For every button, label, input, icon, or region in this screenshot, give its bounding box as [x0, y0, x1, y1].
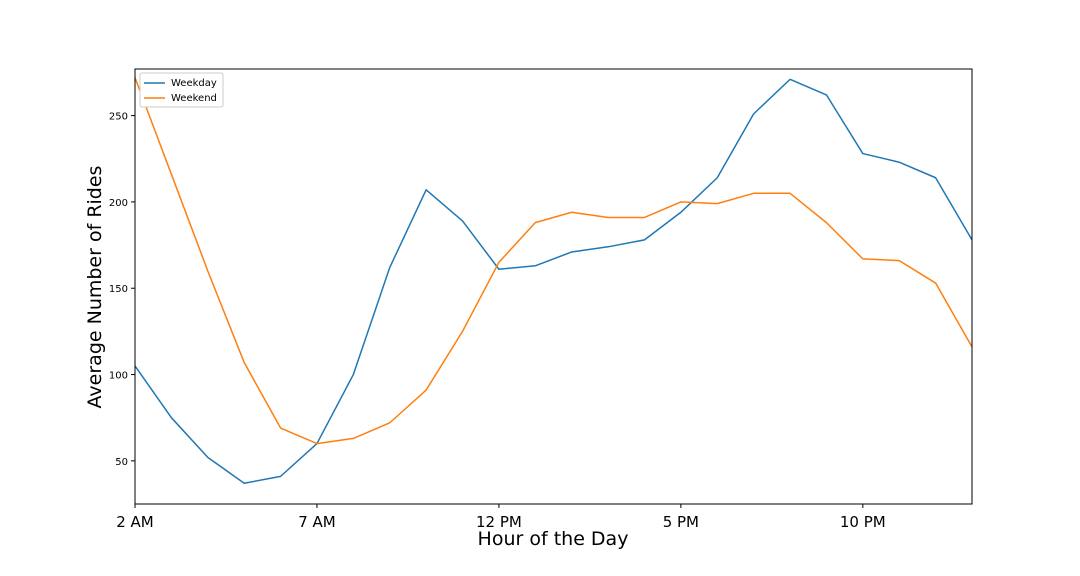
legend-label-weekend: Weekend	[171, 93, 217, 104]
axes-layer: 50 100 150 200 250 2 AM 7 AM 12 PM 5 PM 10 PM	[109, 112, 886, 531]
x-tick-label: 5 PM	[663, 513, 699, 531]
y-tick-label: 50	[115, 457, 128, 468]
y-axis-label: Average Number of Rides	[84, 166, 106, 409]
series-layer	[134, 77, 973, 485]
y-tick-label: 250	[109, 112, 128, 123]
plot-area	[135, 69, 972, 504]
x-tick-label: 7 AM	[298, 513, 336, 531]
y-tick-label: 150	[109, 284, 128, 295]
y-tick-label: 100	[109, 371, 128, 382]
series-line-weekend	[134, 77, 973, 445]
x-tick-label: 12 PM	[476, 513, 522, 531]
x-tick-label: 2 AM	[116, 513, 154, 531]
legend: Weekday Weekend	[139, 72, 224, 108]
y-tick-label: 200	[109, 198, 128, 209]
x-tick-label: 10 PM	[840, 513, 886, 531]
plot-frame	[134, 68, 973, 505]
series-line-weekday	[134, 78, 973, 485]
legend-label-weekday: Weekday	[171, 78, 217, 89]
x-axis-label: Hour of the Day	[478, 528, 629, 550]
